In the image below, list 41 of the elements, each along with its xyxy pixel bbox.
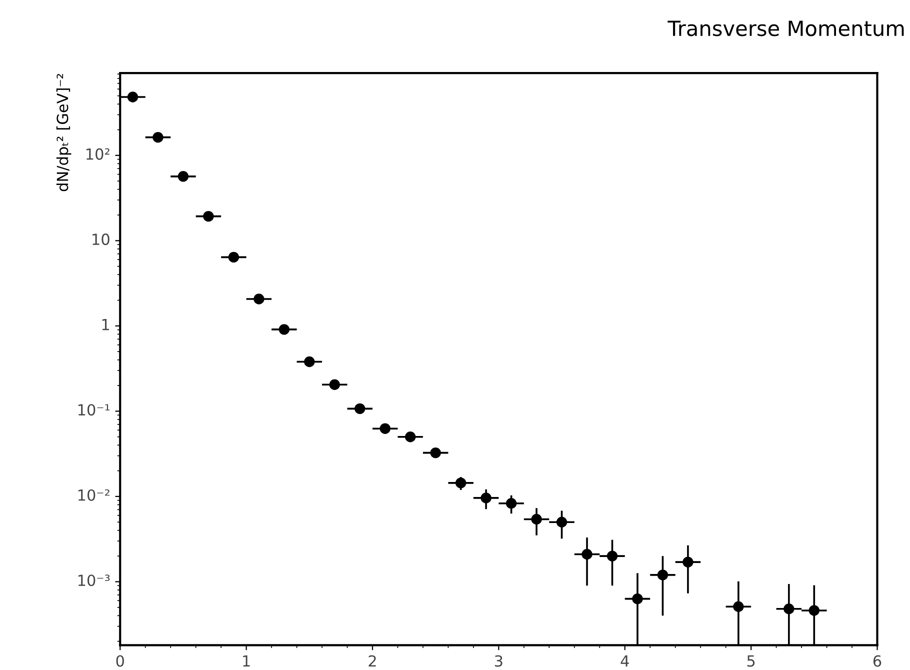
- point: [152, 132, 164, 143]
- x-tick-label: 6: [873, 655, 882, 667]
- point: [178, 171, 189, 182]
- point: [404, 432, 416, 442]
- x-tick-label: 0: [116, 655, 124, 667]
- point: [682, 556, 694, 568]
- y-tick-label: 10⁻³: [78, 574, 110, 586]
- y-tick-label: 10²: [86, 148, 110, 160]
- point: [506, 498, 517, 509]
- y-tick-label: 10⁻²: [78, 489, 110, 501]
- point: [531, 514, 542, 525]
- y-tick-label: 10⁻¹: [78, 404, 110, 416]
- point: [228, 252, 240, 263]
- point: [582, 548, 592, 560]
- x-tick-label: 1: [243, 655, 250, 667]
- point: [657, 570, 668, 580]
- y-axis-title: dN/dpₜ² [GeV]⁻²: [56, 74, 72, 192]
- point: [354, 403, 366, 414]
- chart-title: Transverse Momentum: [668, 20, 904, 36]
- x-tick-label: 3: [494, 655, 502, 667]
- point: [808, 605, 820, 616]
- point: [480, 492, 492, 504]
- y-tick-label: 10: [92, 234, 110, 246]
- x-tick-label: 4: [620, 655, 629, 667]
- point: [203, 210, 214, 222]
- point: [606, 550, 618, 562]
- x-tick-label: 5: [747, 655, 755, 667]
- point: [632, 593, 643, 604]
- point: [278, 324, 290, 335]
- point: [304, 356, 315, 368]
- point: [733, 601, 744, 612]
- point: [455, 478, 466, 488]
- point: [127, 92, 138, 102]
- point: [430, 447, 441, 458]
- point: [556, 516, 568, 528]
- point: [329, 379, 340, 390]
- point: [254, 294, 264, 304]
- point: [380, 423, 390, 434]
- x-tick-label: 2: [368, 655, 376, 667]
- point: [784, 604, 794, 614]
- y-tick-label: 1: [102, 319, 109, 330]
